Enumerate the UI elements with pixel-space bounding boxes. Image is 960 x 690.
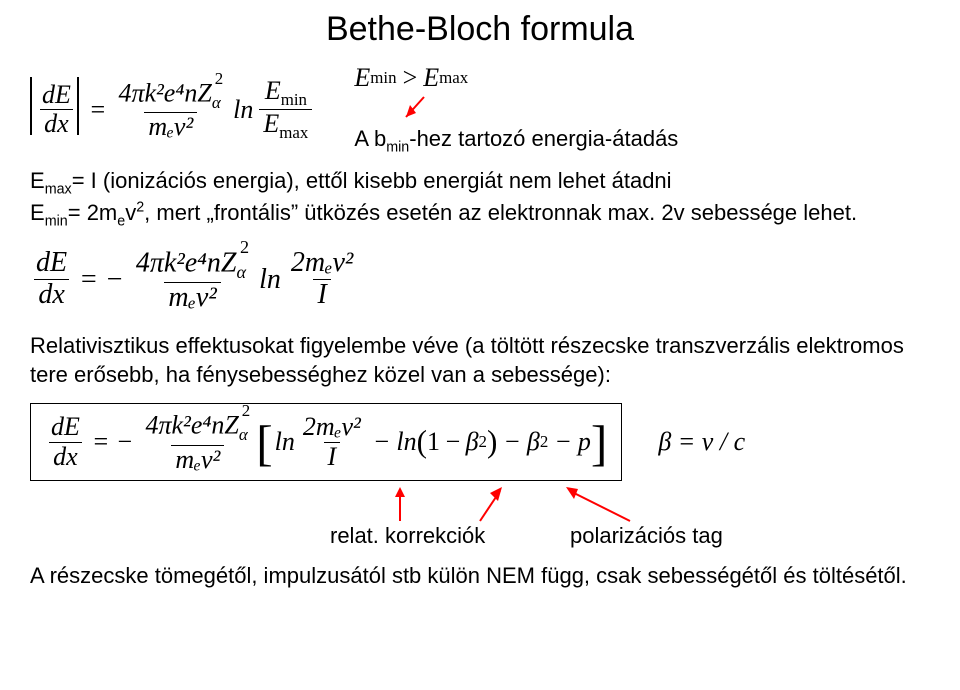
eq1-arg-num: Emin [261, 77, 311, 110]
eq1-equals: = [89, 95, 107, 125]
eq3-one: 1 [427, 427, 440, 457]
eq3-ln1: ln [275, 427, 295, 457]
eq2-ln: ln [259, 264, 281, 296]
eq2-lhs-den: dx [34, 279, 68, 311]
inequality-block: Emin > Emax A bmin-hez tartozó energia-á… [354, 63, 678, 157]
eq3-lhs-num: dE [47, 413, 84, 442]
para1-line1: Emax= I (ionizációs energia), ettől kise… [30, 168, 672, 193]
eq2-coef-den: mₑv² [164, 282, 220, 314]
para1-line2: Emin= 2mev2, mert „frontális” ütközés es… [30, 200, 857, 225]
eq3-beta: β [466, 427, 479, 457]
eq3-p: p [578, 427, 591, 457]
arrow-caption: A bmin-hez tartozó energia-átadás [354, 125, 678, 157]
eq3-coef-num: 4πk²e⁴nZα2 [141, 410, 254, 444]
emin-gt-emax: Emin > Emax [354, 63, 468, 93]
eq3-equals: = − [92, 427, 134, 457]
red-arrow-icon [394, 95, 434, 123]
eq3-arg-num: 2mₑv² [299, 413, 365, 442]
row-eq1: dE dx = 4πk²e⁴nZα2 mₑv² ln Emin Emax [30, 63, 930, 157]
eq2-coef-num: 4πk²e⁴nZα2 [132, 245, 253, 282]
eq3-minus4: − [554, 427, 572, 457]
eq3-minus3: − [503, 427, 521, 457]
equation-3-box: dE dx = − 4πk²e⁴nZα2 mₑv² [ ln 2mₑv² I − [30, 403, 622, 481]
beta-definition: β = v / c [658, 427, 745, 457]
eq3-minus2: − [444, 427, 462, 457]
eq1-arg-den: Emax [259, 109, 312, 143]
eq2-arg-den: I [313, 279, 330, 311]
eq3-ln2: ln [396, 427, 416, 457]
paragraph-emax-emin: Emax= I (ionizációs energia), ettől kise… [30, 167, 930, 231]
eq3-arg-den: I [324, 442, 341, 472]
equation-1: dE dx = 4πk²e⁴nZα2 mₑv² ln Emin Emax [30, 77, 314, 144]
eq3-coef-den: mₑv² [171, 445, 224, 475]
eq2-equals: = − [79, 264, 124, 296]
eq3-lhs-den: dx [49, 442, 82, 472]
eq1-lhs-den: dx [40, 109, 73, 139]
eq2-arg-num: 2mₑv² [287, 248, 357, 279]
eq3-rparen: ) [487, 424, 497, 460]
eq2-lhs-num: dE [32, 248, 71, 279]
equation-2: dE dx = − 4πk²e⁴nZα2 mₑv² ln 2mₑv² I [30, 245, 359, 314]
last-sentence: A részecske tömegétől, impulzusától stb … [30, 563, 930, 589]
row-eq3: dE dx = − 4πk²e⁴nZα2 mₑv² [ ln 2mₑv² I − [30, 403, 930, 481]
label-polar: polarizációs tag [570, 523, 723, 549]
paragraph-relativistic: Relativisztikus effektusokat figyelembe … [30, 332, 930, 389]
eq1-coef-num: 4πk²e⁴nZα2 [114, 78, 227, 112]
page-title: Bethe-Bloch formula [30, 10, 930, 49]
eq1-ln: ln [233, 95, 253, 125]
eq3-beta2: β [527, 427, 540, 457]
eq1-lhs-num: dE [38, 81, 75, 110]
eq3-minus1: − [373, 427, 391, 457]
eq1-coef-den: mₑv² [144, 112, 197, 142]
annotation-row: relat. korrekciók polarizációs tag [30, 485, 930, 555]
equation-3: dE dx = − 4πk²e⁴nZα2 mₑv² [ ln 2mₑv² I − [45, 410, 607, 474]
eq3-lparen: ( [417, 424, 427, 460]
label-relat: relat. korrekciók [330, 523, 485, 549]
